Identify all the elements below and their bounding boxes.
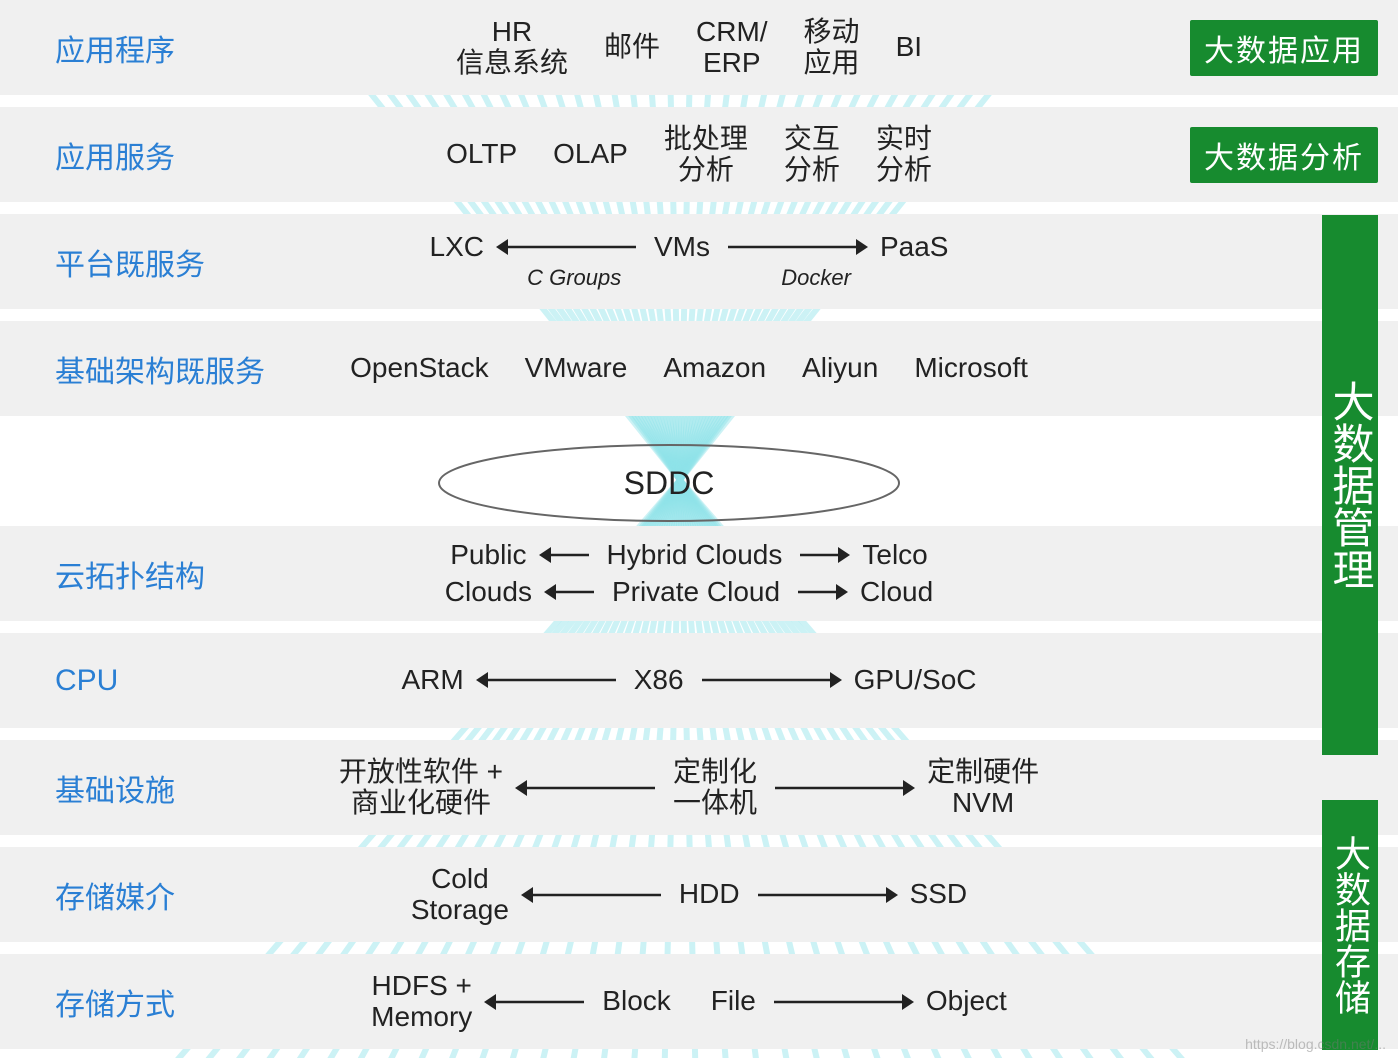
layer-item: Aliyun: [802, 353, 878, 384]
vertical-badge: 大数据存储: [1322, 800, 1378, 1050]
layer-item: 邮件: [604, 32, 660, 63]
layer-item: VMs: [654, 232, 710, 263]
layer-item: 移动应用: [804, 17, 860, 79]
layer-row-paas: 平台既服务 LXC VMs PaaS C Groups Docker: [0, 214, 1398, 309]
layer-row-apps: 应用程序 HR信息系统 邮件 CRM/ERP 移动应用 BI 大数据应用: [0, 0, 1398, 95]
layer-item: 定制化一体机: [673, 757, 757, 819]
layer-item: 开放性软件 +商业化硬件: [339, 757, 503, 819]
sub-label: Docker: [781, 265, 851, 291]
layer-item: OLTP: [446, 139, 517, 170]
layer-item: LXC: [430, 232, 484, 263]
row-content: 开放性软件 +商业化硬件 定制化一体机 定制硬件NVM: [280, 740, 1098, 835]
layer-item: Public: [450, 539, 526, 571]
layer-item: X86: [634, 665, 684, 696]
watermark: https://blog.csdn.net/...: [1245, 1036, 1386, 1052]
layer-rows: 应用程序HR信息系统邮件CRM/ERP移动应用BI大数据应用应用服务OLTPOL…: [0, 0, 1398, 1061]
row-label: 基础架构既服务: [55, 347, 265, 391]
layer-item: PaaS: [880, 232, 949, 263]
layer-item: Block: [602, 986, 670, 1017]
row-content: HDFS +Memory Block File Object: [280, 954, 1098, 1049]
layer-item: 批处理分析: [664, 124, 748, 186]
layer-item: Object: [926, 986, 1007, 1017]
layer-row-cloud-topo: 云拓扑结构 Public Hybrid Clouds Telco Clouds Pr…: [0, 526, 1398, 621]
layer-row-infra: 基础设施 开放性软件 +商业化硬件 定制化一体机 定制硬件NVM: [0, 740, 1398, 835]
layer-item: Private Cloud: [612, 576, 780, 608]
layer-item: VMware: [525, 353, 628, 384]
row-content: Public Hybrid Clouds Telco Clouds Private…: [280, 526, 1098, 621]
row-label: 基础设施: [55, 766, 175, 810]
layer-item: OpenStack: [350, 353, 489, 384]
sub-label: C Groups: [527, 265, 621, 291]
row-content: OLTP OLAP 批处理分析交互分析实时分析: [280, 107, 1098, 202]
row-label: 应用服务: [55, 133, 175, 177]
layer-item: 定制硬件NVM: [927, 757, 1039, 819]
row-content: LXC VMs PaaS C Groups Docker: [280, 214, 1098, 309]
layer-item: File: [711, 986, 756, 1017]
row-label: CPU: [55, 664, 118, 698]
layer-item: HDFS +Memory: [371, 971, 472, 1033]
layer-item: SSD: [910, 879, 968, 910]
layer-item: Clouds: [445, 576, 532, 608]
row-content: OpenStack VMware Amazon Aliyun Microsoft: [280, 321, 1098, 416]
layer-item: 实时分析: [876, 124, 932, 186]
badge-apps: 大数据应用: [1190, 20, 1378, 76]
row-label: 平台既服务: [55, 240, 205, 284]
row-label: 应用程序: [55, 26, 175, 70]
layer-item: HDD: [679, 879, 740, 910]
layer-item: ColdStorage: [411, 864, 509, 926]
layer-item: ARM: [402, 665, 464, 696]
layer-item: Telco: [862, 539, 927, 571]
layer-row-storage-mode: 存储方式 HDFS +Memory Block File Object: [0, 954, 1398, 1049]
sddc-hub: SDDC: [430, 438, 908, 528]
row-label: 云拓扑结构: [55, 552, 205, 596]
layer-row-app-svc: 应用服务 OLTP OLAP 批处理分析交互分析实时分析 大数据分析: [0, 107, 1398, 202]
layer-row-storage-media: 存储媒介 ColdStorage HDD SSD: [0, 847, 1398, 942]
layer-item: Microsoft: [914, 353, 1028, 384]
vertical-badge: 大数据管理: [1322, 215, 1378, 755]
sddc-label: SDDC: [624, 465, 715, 502]
badge-app-svc: 大数据分析: [1190, 127, 1378, 183]
layer-item: OLAP: [553, 139, 628, 170]
layer-item: Cloud: [860, 576, 933, 608]
layer-row-cpu: CPU ARM X86 GPU/SoC: [0, 633, 1398, 728]
row-content: ColdStorage HDD SSD: [280, 847, 1098, 942]
row-label: 存储媒介: [55, 873, 175, 917]
layer-item: 交互分析: [784, 124, 840, 186]
layer-item: Hybrid Clouds: [607, 539, 783, 571]
row-content: ARM X86 GPU/SoC: [280, 633, 1098, 728]
layer-item: Amazon: [663, 353, 766, 384]
row-label: 存储方式: [55, 980, 175, 1024]
layer-item: BI: [896, 32, 922, 63]
layer-item: GPU/SoC: [854, 665, 977, 696]
layer-item: CRM/ERP: [696, 17, 768, 79]
row-content: HR信息系统 邮件 CRM/ERP 移动应用 BI: [280, 0, 1098, 95]
layer-item: HR信息系统: [456, 17, 568, 79]
layer-row-iaas: 基础架构既服务 OpenStack VMware Amazon Aliyun Micros…: [0, 321, 1398, 416]
